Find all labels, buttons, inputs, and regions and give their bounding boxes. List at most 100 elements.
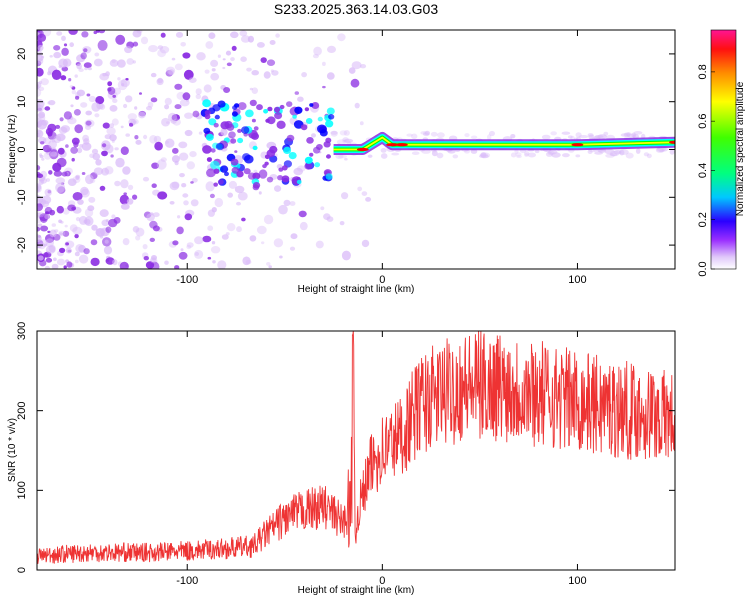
noise-blob — [58, 126, 68, 134]
noise-blob — [95, 159, 102, 166]
signal-blob — [304, 107, 310, 112]
snr-ytick-label: 0 — [16, 567, 28, 573]
noise-blob — [258, 191, 262, 195]
noise-blob — [125, 95, 133, 103]
noise-blob — [37, 87, 42, 97]
noise-blob — [320, 206, 325, 211]
halo-blob — [524, 151, 530, 156]
noise-blob — [78, 68, 84, 72]
noise-blob — [210, 72, 220, 81]
noise-blob — [275, 33, 280, 38]
noise-blob — [149, 261, 160, 269]
noise-blob — [74, 251, 80, 257]
noise-blob — [180, 42, 186, 47]
noise-blob — [95, 228, 105, 237]
noise-blob — [39, 154, 44, 159]
noise-blob — [157, 191, 168, 200]
noise-blob — [63, 43, 68, 47]
noise-blob — [37, 226, 41, 232]
noise-blob — [37, 33, 47, 42]
noise-blob — [95, 96, 105, 105]
noise-blob — [230, 57, 235, 62]
noise-blob — [111, 139, 115, 143]
noise-blob — [37, 67, 44, 77]
noise-blob — [273, 238, 284, 248]
noise-blob — [44, 206, 53, 215]
colorbar-tick-label: 0.4 — [697, 163, 709, 178]
noise-blob — [53, 45, 61, 51]
noise-blob — [208, 32, 216, 39]
noise-blob — [174, 63, 183, 71]
noise-blob — [49, 229, 57, 238]
snr-frame — [36, 330, 676, 571]
noise-blob — [203, 84, 212, 93]
halo-blob — [342, 137, 349, 142]
noise-blob — [78, 254, 89, 264]
noise-blob — [98, 30, 105, 34]
noise-blob — [133, 120, 137, 124]
noise-blob — [236, 226, 242, 233]
signal-blob — [247, 172, 256, 180]
noise-blob — [251, 87, 258, 94]
noise-blob — [130, 118, 139, 125]
noise-blob — [202, 235, 212, 243]
snr-ytick-label: 100 — [16, 481, 28, 499]
spectrogram-ytick-label: -20 — [16, 237, 28, 253]
noise-blob — [55, 177, 66, 184]
noise-blob — [149, 135, 158, 144]
signal-blob — [202, 145, 212, 154]
noise-blob — [51, 223, 56, 227]
halo-blob — [480, 152, 487, 158]
noise-blob — [63, 111, 72, 120]
noise-blob — [37, 203, 43, 212]
signal-blob — [210, 160, 220, 170]
noise-blob — [104, 239, 109, 244]
noise-blob — [104, 144, 114, 154]
signal-blob — [237, 137, 244, 144]
noise-blob — [68, 78, 72, 82]
noise-blob — [149, 212, 154, 216]
noise-blob — [80, 52, 87, 60]
signal-blob — [224, 120, 233, 129]
snr-xtick-label: 0 — [379, 575, 385, 587]
noise-blob — [194, 236, 204, 245]
halo-blob — [430, 131, 438, 137]
noise-blob — [186, 242, 194, 248]
noise-blob — [164, 260, 169, 265]
noise-blob — [184, 129, 193, 137]
noise-blob — [297, 165, 306, 172]
halo-blob — [547, 150, 555, 155]
noise-blob — [50, 151, 58, 157]
noise-blob — [194, 249, 204, 259]
signal-blob — [309, 152, 314, 157]
noise-blob — [263, 214, 274, 225]
noise-blob — [41, 195, 52, 204]
noise-blob — [59, 117, 64, 122]
noise-blob — [274, 185, 282, 192]
noise-blob — [101, 167, 110, 176]
noise-blob — [256, 225, 267, 235]
noise-blob — [107, 86, 116, 95]
noise-blob — [79, 215, 88, 225]
noise-blob — [189, 151, 197, 158]
signal-blob — [309, 103, 314, 107]
colorbar-label: Normalized spectral amplitude — [735, 81, 746, 216]
signal-blob — [326, 154, 331, 159]
noise-blob — [103, 245, 113, 255]
noise-blob — [61, 171, 68, 177]
noise-blob — [135, 227, 145, 237]
noise-blob — [109, 123, 115, 128]
noise-blob — [226, 62, 232, 67]
halo-blob — [661, 147, 668, 152]
noise-blob — [38, 111, 46, 119]
noise-blob — [125, 133, 130, 137]
noise-blob — [178, 152, 189, 161]
noise-blob — [120, 125, 124, 129]
noise-blob — [134, 106, 138, 110]
spectrogram-ytick-label: -10 — [16, 189, 28, 205]
noise-blob — [140, 36, 149, 45]
noise-blob — [186, 244, 192, 250]
noise-blob — [249, 87, 254, 91]
